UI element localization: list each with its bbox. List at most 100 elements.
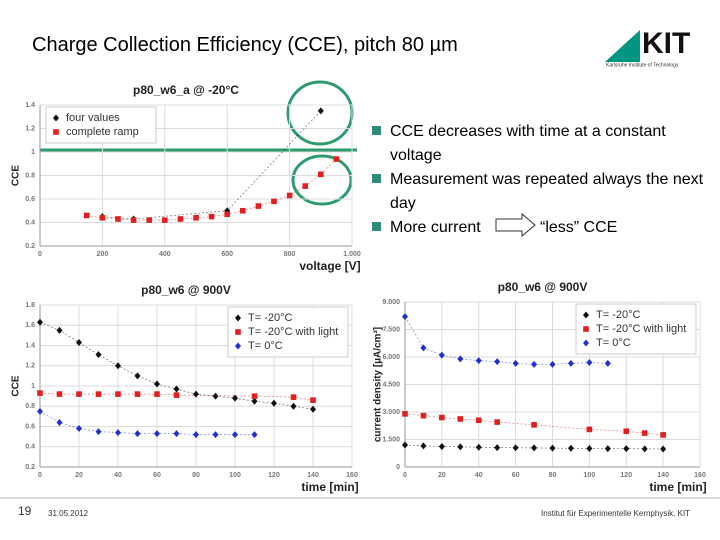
- legend-label: complete ramp: [66, 126, 139, 138]
- legend-label: T= -20°C: [248, 312, 292, 324]
- y-tick-label: 9.000: [382, 299, 400, 306]
- marker: [56, 326, 63, 334]
- chart-title: p80_w6 @ 900V: [498, 280, 588, 294]
- annotation-circle: [291, 154, 353, 206]
- page-number: 19: [18, 504, 32, 518]
- marker: [212, 431, 219, 439]
- x-axis-label: voltage [V]: [299, 259, 360, 273]
- marker: [37, 390, 43, 396]
- marker: [583, 326, 589, 332]
- legend-box: [575, 303, 697, 355]
- x-axis-label: time [min]: [301, 480, 358, 494]
- marker: [439, 414, 445, 421]
- marker: [76, 425, 82, 433]
- marker: [660, 432, 666, 438]
- y-tick-label: 7.500: [382, 326, 400, 333]
- legend-box: [227, 306, 349, 358]
- marker: [586, 426, 593, 433]
- marker: [154, 430, 160, 438]
- y-tick-label: 0: [396, 464, 400, 471]
- marker: [457, 355, 464, 363]
- y-tick-label: 0.8: [25, 403, 35, 410]
- legend-label: T= -20°C with light: [596, 323, 686, 335]
- marker: [475, 417, 482, 424]
- marker: [290, 402, 297, 410]
- marker: [95, 351, 102, 359]
- marker: [420, 412, 427, 419]
- marker: [154, 380, 160, 388]
- marker: [173, 430, 180, 438]
- marker: [56, 391, 63, 397]
- marker: [134, 430, 141, 438]
- marker: [438, 351, 445, 359]
- marker: [623, 428, 630, 435]
- series-line: [86, 158, 337, 221]
- y-tick-label: 4.500: [382, 381, 400, 388]
- marker: [193, 431, 199, 439]
- legend-label: T= -20°C with light: [248, 326, 338, 338]
- marker: [56, 418, 63, 426]
- marker: [333, 156, 340, 162]
- x-tick-label: 20: [75, 472, 83, 479]
- series-line: [102, 110, 322, 220]
- marker: [271, 399, 277, 407]
- marker: [95, 428, 102, 436]
- marker: [402, 441, 408, 449]
- logo: KIT Karlsruhe Institute of Technology: [605, 27, 690, 68]
- marker: [549, 444, 556, 452]
- marker: [134, 372, 141, 380]
- legend-label: T= 0°C: [596, 337, 631, 349]
- x-tick-label: 40: [114, 472, 122, 479]
- marker: [115, 362, 121, 370]
- bullet: More current “less” CCE: [370, 216, 710, 240]
- marker: [494, 444, 501, 452]
- marker: [255, 203, 262, 209]
- marker: [130, 217, 137, 223]
- y-tick-label: 6.000: [382, 354, 400, 361]
- marker: [457, 443, 464, 451]
- x-tick-label: 60: [153, 472, 161, 479]
- y-tick-label: 0.2: [25, 464, 35, 471]
- marker: [224, 211, 230, 218]
- logo-text: KIT: [642, 27, 690, 60]
- legend-label: T= 0°C: [248, 340, 283, 352]
- y-tick-label: 1.2: [25, 363, 35, 370]
- marker: [177, 216, 184, 222]
- bullet: Measurement was repeated always the next…: [370, 168, 710, 216]
- marker: [420, 442, 427, 450]
- y-tick-label: 0.6: [25, 423, 35, 430]
- marker: [531, 422, 537, 428]
- y-tick-label: 0.8: [25, 172, 35, 179]
- x-tick-label: 0: [38, 472, 42, 479]
- bullet-text: “less” CCE: [540, 219, 618, 236]
- marker: [318, 171, 324, 178]
- marker: [232, 394, 238, 402]
- x-tick-label: 160: [346, 472, 358, 479]
- marker: [53, 114, 59, 122]
- slide-title: Charge Collection Efficiency (CCE), pitc…: [32, 34, 458, 56]
- y-tick-label: 1: [31, 149, 35, 156]
- marker: [290, 394, 297, 400]
- marker: [567, 359, 574, 367]
- x-tick-label: 400: [159, 251, 171, 258]
- marker: [494, 419, 500, 425]
- bullet: CCE decreases with time at a constant vo…: [370, 120, 710, 168]
- marker: [623, 445, 630, 453]
- marker: [586, 359, 593, 366]
- marker: [567, 444, 574, 452]
- marker: [402, 411, 408, 417]
- x-tick-label: 40: [475, 472, 483, 479]
- marker: [641, 430, 648, 436]
- marker: [286, 192, 293, 199]
- marker: [146, 217, 152, 223]
- marker: [95, 391, 102, 397]
- x-tick-label: 0: [38, 251, 42, 258]
- marker: [235, 314, 241, 322]
- marker: [76, 338, 82, 346]
- marker: [586, 444, 593, 452]
- marker: [310, 405, 316, 413]
- legend-box: [45, 106, 157, 144]
- marker: [310, 397, 316, 403]
- y-tick-label: 0.4: [25, 444, 35, 451]
- marker: [76, 391, 82, 397]
